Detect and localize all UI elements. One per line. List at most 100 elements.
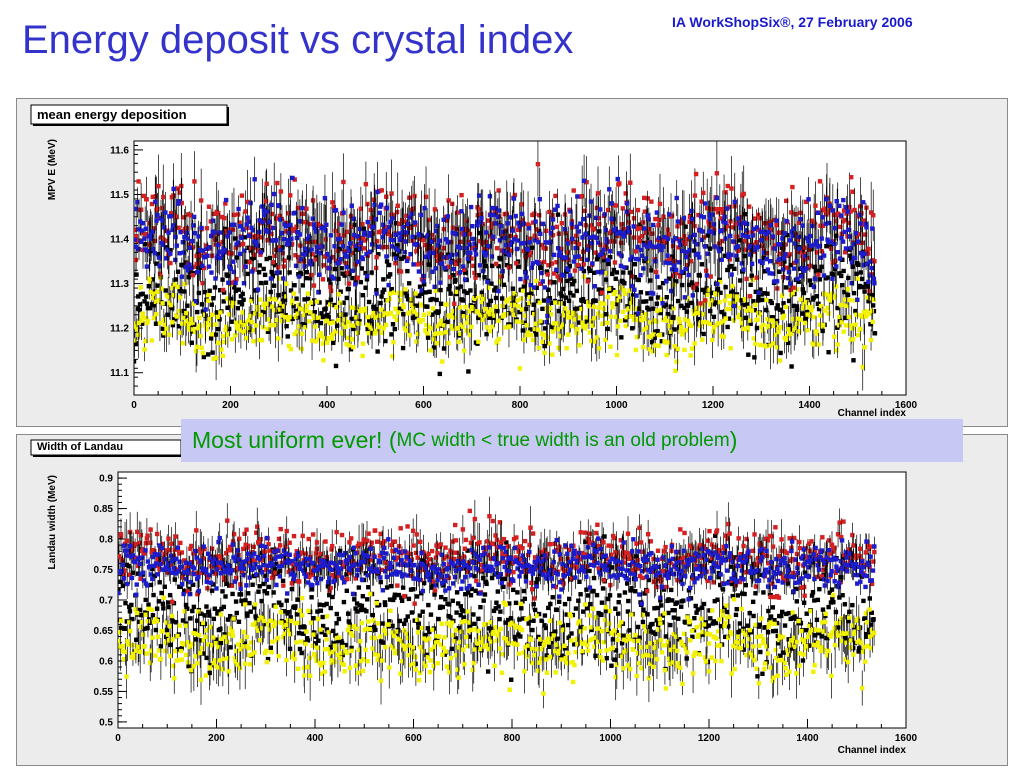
data-point <box>511 312 517 317</box>
data-point <box>248 609 253 614</box>
x-tick-label: 1400 <box>796 733 819 744</box>
data-point <box>237 251 243 257</box>
data-point <box>398 306 404 311</box>
data-point <box>142 347 147 352</box>
data-point <box>429 585 434 590</box>
data-point <box>213 355 219 360</box>
data-point <box>342 249 347 254</box>
data-point <box>768 227 774 233</box>
data-point <box>484 239 489 245</box>
data-point <box>544 319 549 325</box>
data-point <box>162 322 168 327</box>
data-point <box>424 652 429 658</box>
data-point <box>422 205 427 211</box>
data-point <box>828 298 834 303</box>
data-point <box>250 228 255 233</box>
data-point <box>433 288 438 293</box>
data-point <box>493 304 498 309</box>
data-point <box>149 201 155 207</box>
data-point <box>433 266 438 271</box>
data-point <box>370 231 375 236</box>
data-point <box>489 281 494 286</box>
data-point <box>198 247 203 253</box>
data-point <box>584 315 589 320</box>
data-point <box>685 262 690 268</box>
data-point <box>134 338 137 343</box>
data-point <box>825 210 831 215</box>
data-point <box>585 300 591 305</box>
data-point <box>860 364 865 370</box>
data-point <box>193 348 199 354</box>
data-point <box>295 254 301 260</box>
data-point <box>811 284 817 289</box>
data-point <box>245 215 250 220</box>
data-point <box>359 307 364 312</box>
data-point <box>319 311 324 316</box>
data-point <box>765 342 771 348</box>
data-point <box>481 598 486 603</box>
data-point <box>517 617 522 622</box>
data-point <box>402 255 407 260</box>
data-point <box>243 209 248 214</box>
data-point <box>212 285 218 290</box>
data-point <box>701 215 706 220</box>
data-point <box>376 602 382 608</box>
data-point <box>246 591 251 596</box>
data-point <box>539 618 544 623</box>
data-point <box>771 341 776 346</box>
data-point <box>861 309 867 315</box>
data-point <box>797 329 802 334</box>
data-point <box>217 249 222 254</box>
data-point <box>620 206 625 211</box>
data-point <box>488 212 493 218</box>
data-point <box>429 312 435 317</box>
data-point <box>729 293 735 299</box>
data-point <box>375 239 380 244</box>
data-point <box>183 264 189 270</box>
data-point <box>159 590 164 596</box>
data-point <box>215 242 221 248</box>
data-point <box>533 219 538 224</box>
data-point <box>453 289 459 295</box>
chart-title: mean energy deposition <box>37 107 187 122</box>
data-point <box>387 291 393 296</box>
data-point <box>331 302 337 308</box>
data-point <box>391 238 397 243</box>
data-point <box>233 280 238 286</box>
data-point <box>427 254 433 260</box>
data-point <box>555 274 560 279</box>
data-point <box>524 275 529 280</box>
data-point <box>742 211 748 217</box>
data-point <box>642 226 647 231</box>
data-point <box>504 540 509 545</box>
data-point <box>676 260 682 265</box>
data-point <box>784 337 789 342</box>
data-point <box>542 350 547 356</box>
data-point <box>343 642 348 648</box>
data-point <box>252 177 257 182</box>
data-point <box>319 629 324 635</box>
data-point <box>420 237 426 243</box>
data-point <box>739 298 744 303</box>
data-point <box>227 227 232 232</box>
data-point <box>704 320 709 325</box>
data-point <box>344 264 349 270</box>
data-point <box>384 205 390 211</box>
data-point <box>332 244 337 249</box>
data-point <box>207 245 212 250</box>
data-point <box>449 646 454 652</box>
data-point <box>354 247 360 252</box>
data-point <box>855 333 861 338</box>
data-point <box>325 251 330 257</box>
data-point <box>172 577 178 582</box>
data-point <box>212 606 218 611</box>
data-point <box>729 263 734 269</box>
data-point <box>426 602 431 608</box>
data-point <box>799 296 805 301</box>
data-point <box>134 227 137 232</box>
data-point <box>656 235 662 241</box>
data-point <box>860 314 865 320</box>
data-point <box>463 592 468 597</box>
data-point <box>662 234 667 240</box>
data-point <box>534 332 539 337</box>
